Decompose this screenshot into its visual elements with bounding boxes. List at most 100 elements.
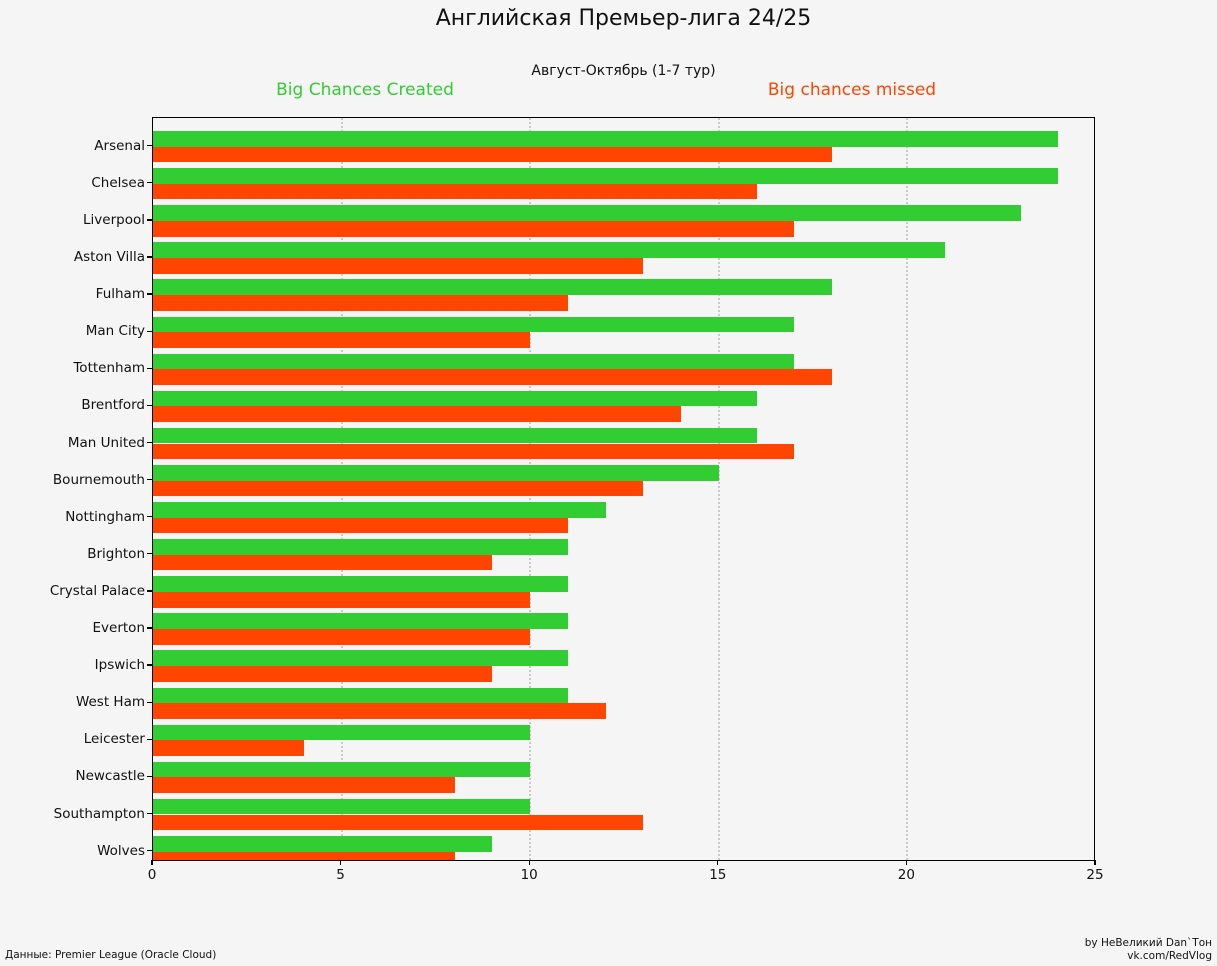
x-tick-15 <box>717 860 719 865</box>
bar-missed-west-ham <box>153 703 606 719</box>
bar-missed-aston-villa <box>153 258 644 274</box>
author-credit: by НеВеликий Dan`Тон vk.com/RedVlog <box>1085 937 1212 963</box>
y-tick-fulham <box>147 293 152 295</box>
y-label-southampton: Southampton <box>53 805 145 822</box>
y-tick-brighton <box>147 553 152 555</box>
y-tick-leicester <box>147 738 152 740</box>
y-label-leicester: Leicester <box>83 731 145 748</box>
y-tick-man-city <box>147 330 152 332</box>
chart-title: Английская Премьер-лига 24/25 <box>435 6 812 31</box>
y-label-brentford: Brentford <box>81 397 145 414</box>
y-label-brighton: Brighton <box>87 545 145 562</box>
bar-missed-man-united <box>153 443 795 460</box>
x-tick-label-0: 0 <box>147 867 157 883</box>
bar-created-chelsea <box>153 168 1059 184</box>
bar-created-southampton <box>153 798 531 815</box>
y-label-wolves: Wolves <box>97 842 145 859</box>
y-tick-everton <box>147 627 152 629</box>
chart-subtitle: Август-Октябрь (1-7 тур) <box>531 63 716 79</box>
x-tick-20 <box>905 860 908 865</box>
plot-area <box>152 117 1095 861</box>
bar-missed-ipswich <box>153 666 493 682</box>
y-label-arsenal: Arsenal <box>94 137 145 154</box>
y-tick-southampton <box>147 812 152 815</box>
bar-created-leicester <box>153 724 531 741</box>
gridline-x-15 <box>717 118 720 860</box>
y-tick-ipswich <box>147 664 152 666</box>
bar-created-bournemouth <box>153 464 719 481</box>
x-tick-5 <box>339 860 342 865</box>
bar-missed-brentford <box>153 406 682 423</box>
y-label-newcastle: Newcastle <box>75 768 145 785</box>
bar-missed-tottenham <box>153 369 832 385</box>
legend-created-label: Big Chances Created <box>276 80 454 100</box>
author-credit-line2: vk.com/RedVlog <box>1127 950 1212 962</box>
bar-created-newcastle <box>153 761 531 778</box>
y-label-ipswich: Ipswich <box>94 657 145 674</box>
bar-missed-chelsea <box>153 183 757 200</box>
y-tick-man-united <box>147 441 152 444</box>
bar-created-west-ham <box>153 687 568 704</box>
y-label-everton: Everton <box>92 620 145 636</box>
y-tick-chelsea <box>147 182 152 184</box>
data-source-note: Данные: Premier League (Oracle Cloud) <box>5 949 217 961</box>
bar-missed-nottingham <box>153 517 568 534</box>
y-tick-brentford <box>147 404 152 407</box>
bar-created-tottenham <box>153 353 795 370</box>
bar-created-brentford <box>153 390 757 407</box>
y-label-nottingham: Nottingham <box>65 508 145 525</box>
y-label-tottenham: Tottenham <box>73 360 145 377</box>
y-label-crystal-palace: Crystal Palace <box>49 582 145 599</box>
x-tick-label-25: 25 <box>1086 867 1104 883</box>
bar-missed-liverpool <box>153 220 795 237</box>
bar-created-man-united <box>153 427 757 444</box>
bar-missed-arsenal <box>153 146 832 163</box>
bar-created-ipswich <box>153 650 568 667</box>
bar-created-arsenal <box>153 131 1059 147</box>
y-label-chelsea: Chelsea <box>91 174 145 191</box>
y-label-liverpool: Liverpool <box>83 211 145 228</box>
author-credit-line1: by НеВеликий Dan`Тон <box>1084 937 1212 949</box>
bar-missed-brighton <box>153 554 493 571</box>
y-axis-labels: Arsenal Chelsea Liverpool Aston Villa Fulham… <box>0 117 145 861</box>
y-label-aston-villa: Aston Villa <box>73 249 145 265</box>
y-tick-aston-villa <box>147 256 152 258</box>
bar-created-fulham <box>153 279 832 296</box>
x-tick-10 <box>528 860 530 865</box>
y-tick-crystal-palace <box>147 590 152 592</box>
x-tick-25 <box>1094 860 1096 865</box>
bar-created-wolves <box>153 835 493 852</box>
y-tick-arsenal <box>147 145 152 147</box>
bar-missed-bournemouth <box>153 480 644 497</box>
x-tick-label-5: 5 <box>336 867 345 883</box>
bar-created-crystal-palace <box>153 576 568 592</box>
y-label-bournemouth: Bournemouth <box>52 471 145 488</box>
bar-missed-southampton <box>153 814 644 831</box>
bar-created-aston-villa <box>153 242 946 258</box>
y-tick-bournemouth <box>147 478 152 481</box>
bar-created-nottingham <box>153 502 606 518</box>
y-label-man-united: Man United <box>67 434 145 451</box>
bar-created-brighton <box>153 539 568 555</box>
y-tick-nottingham <box>147 516 152 518</box>
y-tick-wolves <box>147 849 152 852</box>
y-tick-tottenham <box>147 367 152 369</box>
y-label-man-city: Man City <box>85 323 145 340</box>
legend-missed-label: Big chances missed <box>767 80 937 100</box>
bar-missed-newcastle <box>153 777 455 794</box>
bar-missed-leicester <box>153 740 304 756</box>
gridline-x-20 <box>906 118 909 860</box>
bar-missed-fulham <box>153 295 568 311</box>
bar-created-everton <box>153 613 568 629</box>
x-tick-label-10: 10 <box>520 867 538 883</box>
y-label-west-ham: West Ham <box>75 694 145 711</box>
x-tick-label-15: 15 <box>709 867 727 883</box>
y-tick-newcastle <box>147 775 152 778</box>
y-tick-west-ham <box>147 701 152 703</box>
bar-missed-wolves <box>153 851 455 860</box>
bar-missed-crystal-palace <box>153 591 531 608</box>
y-tick-liverpool <box>147 219 152 221</box>
bar-created-man-city <box>153 316 795 333</box>
bar-missed-everton <box>153 629 531 645</box>
